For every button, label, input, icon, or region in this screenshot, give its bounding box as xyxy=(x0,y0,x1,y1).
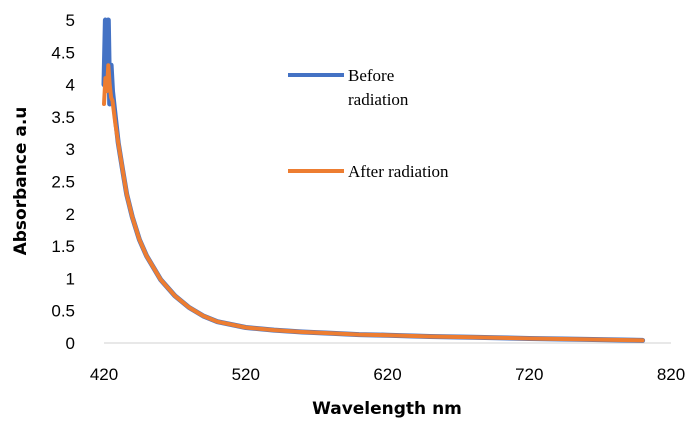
x-tick-label: 820 xyxy=(657,365,685,384)
y-tick-label: 3 xyxy=(66,140,75,159)
x-tick-labels: 420 520 620 720 820 xyxy=(90,365,685,384)
x-tick-label: 720 xyxy=(515,365,543,384)
legend-label-after: After radiation xyxy=(348,162,449,181)
x-tick-label: 620 xyxy=(373,365,401,384)
y-tick-label: 4 xyxy=(66,76,75,95)
y-tick-label: 2 xyxy=(66,205,75,224)
legend-label-before-line: radiation xyxy=(348,90,409,109)
y-axis-title: Absorbance a.u xyxy=(11,107,31,256)
y-tick-label: 2.5 xyxy=(51,173,75,192)
legend-label-before-line: Before xyxy=(348,66,394,85)
y-tick-label: 4.5 xyxy=(51,43,75,62)
y-tick-label: 3.5 xyxy=(51,108,75,127)
y-tick-label: 0.5 xyxy=(51,302,75,321)
series-line-after-radiation xyxy=(102,63,645,343)
x-tick-label: 420 xyxy=(90,365,118,384)
series-lines xyxy=(101,17,646,343)
y-tick-label: 1.5 xyxy=(51,237,75,256)
y-tick-label: 1 xyxy=(66,269,75,288)
x-axis-title: Wavelength nm xyxy=(312,399,462,419)
legend-label-before: Before radiation xyxy=(348,66,409,109)
legend: Before radiation After radiation xyxy=(288,66,449,181)
y-tick-label: 0 xyxy=(66,334,75,353)
x-tick-label: 520 xyxy=(232,365,260,384)
y-tick-label: 5 xyxy=(66,11,75,30)
y-tick-labels: 0 0.5 1 1.5 2 2.5 3 3.5 4 4.5 5 xyxy=(51,11,75,353)
